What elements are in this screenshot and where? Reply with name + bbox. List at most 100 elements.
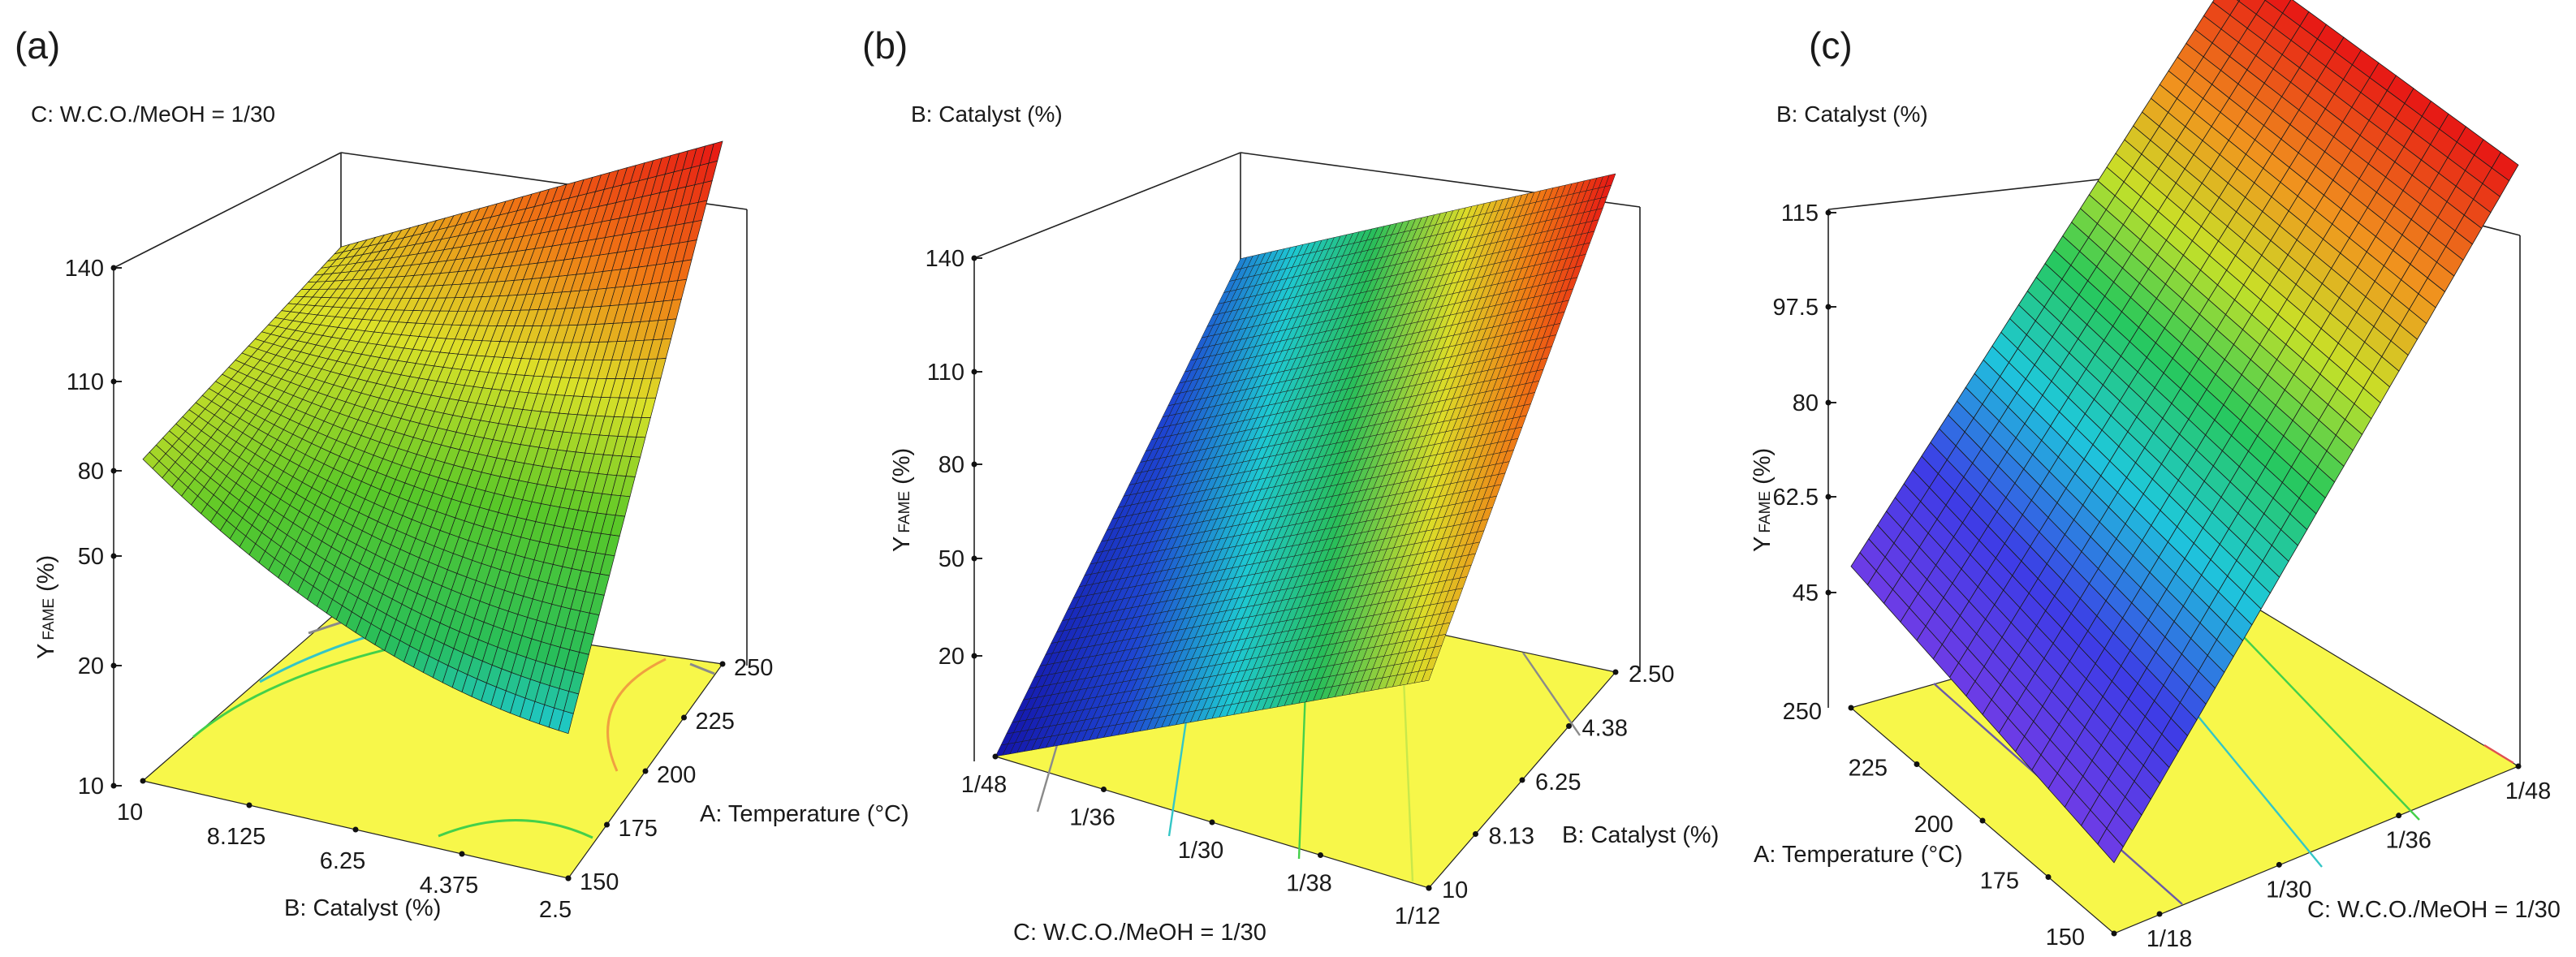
y-axis-tick-label: 1/30 <box>2266 877 2311 903</box>
x-axis-tick-label: 1/36 <box>1069 805 1115 831</box>
y-axis-tick <box>719 661 726 667</box>
x-axis-tick <box>992 753 999 760</box>
y-axis-tick <box>565 875 572 882</box>
x-axis-tick <box>1848 705 1854 711</box>
x-axis-tick-label: 8.125 <box>207 824 266 850</box>
chart-header-a: C: W.C.O./MeOH = 1/30 <box>31 101 275 127</box>
z-axis-title-a: YFAME(%) <box>33 555 59 659</box>
surface-chart-a: (a) C: W.C.O./MeOH = 1/30 14011080502010… <box>15 24 909 923</box>
chart-header-b: B: Catalyst (%) <box>911 101 1063 127</box>
z-axis-tick-dot <box>971 255 977 261</box>
z-axis-tick-dot <box>110 553 117 559</box>
z-axis-tick-dot <box>110 265 117 271</box>
y-axis-tick-label: 200 <box>657 762 696 788</box>
panel-label-b: (b) <box>862 24 908 67</box>
z-axis-title-c: YFAME(%) <box>1750 448 1776 552</box>
x-axis-tick-label: 10 <box>117 800 143 826</box>
y-axis-tick-label: 225 <box>696 709 735 735</box>
y-axis-title-c: C: W.C.O./MeOH = 1/30 <box>2307 897 2561 923</box>
contour-line-a <box>689 662 715 675</box>
y-axis-tick <box>2396 813 2402 819</box>
z-axis-tick-dot <box>110 378 117 385</box>
y-axis-tick <box>1473 831 1478 837</box>
z-axis-tick-label: 62.5 <box>1773 485 1819 511</box>
z-axis-tick-label: 97.5 <box>1773 295 1819 321</box>
x-axis-tick <box>140 778 146 784</box>
x-axis-tick <box>459 851 465 857</box>
x-axis-tick-label: 6.25 <box>320 848 365 874</box>
panel-label-a: (a) <box>15 24 60 67</box>
surface-mesh-a <box>142 140 723 735</box>
y-axis-tick-label: 6.25 <box>1535 769 1581 795</box>
y-axis-title-b: B: Catalyst (%) <box>1562 822 1719 848</box>
z-axis-tick-label: 110 <box>67 369 104 395</box>
z-axis-tick-label: 80 <box>938 452 964 478</box>
y-axis-tick <box>2156 911 2163 917</box>
x-axis-tick <box>352 826 359 833</box>
x-axis-tick-label: 2.5 <box>539 897 572 923</box>
x-axis-tick-label: 225 <box>1849 756 1888 782</box>
y-axis-tick <box>1566 723 1572 729</box>
y-axis-a: 150 175 200 225 250 <box>565 655 773 895</box>
z-axis-tick-dot <box>1825 589 1832 596</box>
y-axis-tick <box>642 768 649 774</box>
z-axis-tick-label: 50 <box>78 544 104 570</box>
panel-label-c: (c) <box>1809 24 1853 67</box>
z-axis-tick-dot <box>971 369 977 375</box>
z-axis-tick-dot <box>1825 304 1832 310</box>
x-axis-title-b: C: W.C.O./MeOH = 1/30 <box>1013 920 1266 946</box>
x-axis-title-a: B: Catalyst (%) <box>284 895 441 921</box>
x-axis-tick <box>246 802 252 808</box>
z-axis-tick-dot <box>1825 399 1832 406</box>
x-axis-tick <box>1914 761 1920 767</box>
z-axis-tick-dot <box>971 653 977 659</box>
y-axis-tick-label: 250 <box>734 655 773 681</box>
x-axis-tick-label: 150 <box>2046 925 2085 951</box>
z-axis-tick-label: 20 <box>938 644 964 670</box>
contour-line-b <box>1522 652 1581 736</box>
contour-line-a <box>438 819 593 839</box>
x-axis-a: 10 8.125 6.25 4.375 2.5 <box>117 778 572 923</box>
z-axis-tick-label: 10 <box>78 774 104 800</box>
y-axis-tick-label: 4.38 <box>1582 716 1628 742</box>
x-axis-tick-label: 250 <box>1783 699 1822 725</box>
y-axis-tick-label: 10 <box>1442 877 1468 903</box>
y-axis-tick <box>2515 763 2522 769</box>
x-axis-tick <box>2111 930 2117 937</box>
x-axis-tick-label: 1/30 <box>1178 838 1223 864</box>
chart-header-c: B: Catalyst (%) <box>1776 101 1928 127</box>
y-axis-tick-label: 1/18 <box>2147 926 2192 952</box>
y-axis-tick-label: 150 <box>580 869 619 895</box>
y-axis-tick-label: 2.50 <box>1629 662 1674 688</box>
y-axis-title-a: A: Temperature (°C) <box>700 801 909 827</box>
z-axis-tick-label: 20 <box>78 653 104 679</box>
y-axis-tick-label: 175 <box>619 816 658 842</box>
z-axis-tick-dot <box>110 662 117 669</box>
z-axis-tick-label: 45 <box>1793 580 1819 606</box>
z-axis-title-b: YFAME(%) <box>889 448 915 552</box>
contour-line-a <box>606 657 667 772</box>
y-axis-tick-label: 8.13 <box>1489 824 1534 850</box>
x-axis-tick-label: 4.375 <box>420 873 479 899</box>
y-axis-tick-label: 1/36 <box>2385 828 2431 854</box>
z-axis-tick-dot <box>110 782 117 789</box>
x-axis-tick <box>1318 852 1323 858</box>
x-axis-tick-label: 200 <box>1914 812 1953 838</box>
z-axis-tick-label: 80 <box>1793 390 1819 416</box>
z-axis-tick-dot <box>110 468 117 474</box>
y-axis-tick <box>604 821 610 828</box>
surface-facet <box>558 710 574 735</box>
surface-mesh-b <box>995 173 1616 757</box>
y-axis-tick-label: 1/48 <box>2505 778 2551 804</box>
z-axis-tick-dot <box>1825 209 1832 216</box>
x-axis-title-c: A: Temperature (°C) <box>1754 842 1963 868</box>
y-axis-tick <box>1612 669 1619 675</box>
y-axis-tick <box>1426 885 1432 891</box>
z-axis-tick-label: 80 <box>78 459 104 485</box>
y-axis-tick <box>1519 777 1525 783</box>
